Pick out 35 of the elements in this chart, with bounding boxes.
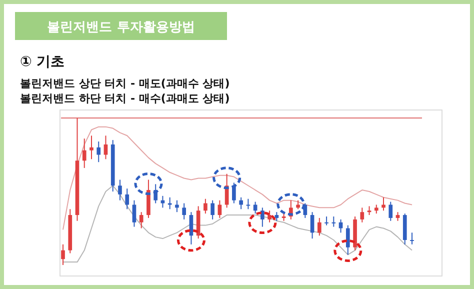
candlestick [338, 218, 343, 234]
candlestick [260, 207, 264, 228]
candlestick [410, 232, 414, 245]
candlestick [382, 196, 386, 212]
text: 볼린저밴드 하단 터치 - 매수(과매도 상태) [20, 92, 230, 105]
candlestick [346, 224, 350, 256]
candlestick [82, 138, 86, 168]
candlestick [96, 141, 101, 163]
candlestick [388, 201, 393, 222]
candlestick [125, 188, 130, 210]
candlestick [239, 196, 243, 210]
chart-subtitle: ① 기초 [20, 54, 65, 70]
candlestick [324, 216, 328, 226]
candlestick [268, 210, 272, 223]
candlestick [118, 179, 122, 201]
candlestick [232, 182, 236, 204]
candlestick [218, 200, 222, 218]
text: 볼린저밴드 상단 터치 - 매도(과매수 상태) [20, 77, 230, 90]
candlestick [332, 216, 336, 228]
candlestick [104, 135, 108, 160]
candlestick [139, 212, 144, 229]
candlestick [360, 207, 364, 223]
candlestick [160, 195, 165, 208]
candlestick [317, 217, 322, 236]
candlestick [182, 202, 186, 220]
candlestick [310, 212, 314, 240]
candlestick [246, 198, 250, 210]
candlestick [90, 135, 94, 160]
candlestick [175, 200, 179, 213]
chart-title: 볼린저밴드 투자활용방법 [47, 20, 195, 35]
candlestick [61, 244, 65, 266]
candlestick [253, 201, 258, 214]
candlestick [132, 200, 136, 228]
candlestick [210, 200, 214, 220]
candlestick [204, 198, 208, 214]
